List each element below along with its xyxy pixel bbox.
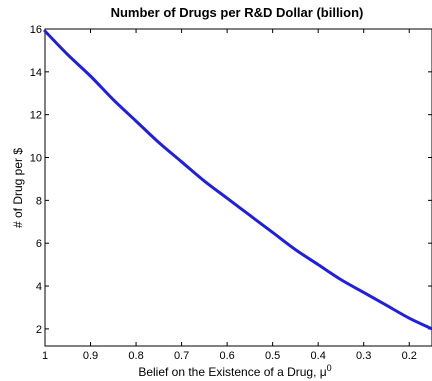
x-axis-ticks: 1 0.9 0.8 0.7 0.6 0.5 0.4 0.3 0.2	[42, 29, 417, 362]
x-axis-title: Belief on the Existence of a Drug, μ0	[138, 363, 331, 379]
x-tick-label: 0.3	[356, 350, 371, 362]
x-axis-title-text: Belief on the Existence of a Drug, μ	[138, 365, 326, 379]
y-tick-label: 14	[30, 67, 42, 79]
y-axis-title: # of Drug per $	[11, 148, 25, 228]
y-tick-label: 2	[36, 324, 42, 336]
y-tick-label: 6	[36, 238, 42, 250]
y-tick-label: 8	[36, 195, 42, 207]
chart-title: Number of Drugs per R&D Dollar (billion)	[111, 5, 364, 20]
x-tick-label: 0.2	[402, 350, 417, 362]
x-tick-label: 0.7	[174, 350, 189, 362]
x-tick-label: 0.8	[128, 350, 143, 362]
x-axis-title-superscript: 0	[327, 363, 332, 373]
x-tick-label: 1	[42, 350, 48, 362]
x-tick-label: 0.6	[219, 350, 234, 362]
y-axis-ticks: 2 4 6 8 10 12 14 16	[30, 24, 432, 336]
y-tick-label: 16	[30, 24, 42, 36]
y-tick-label: 12	[30, 110, 42, 122]
x-tick-label: 0.4	[311, 350, 326, 362]
series-line	[43, 29, 432, 331]
x-tick-label: 0.9	[83, 350, 98, 362]
y-tick-label: 10	[30, 153, 42, 165]
plot-frame	[44, 28, 432, 347]
y-tick-label: 4	[36, 281, 42, 293]
x-tick-label: 0.5	[265, 350, 280, 362]
